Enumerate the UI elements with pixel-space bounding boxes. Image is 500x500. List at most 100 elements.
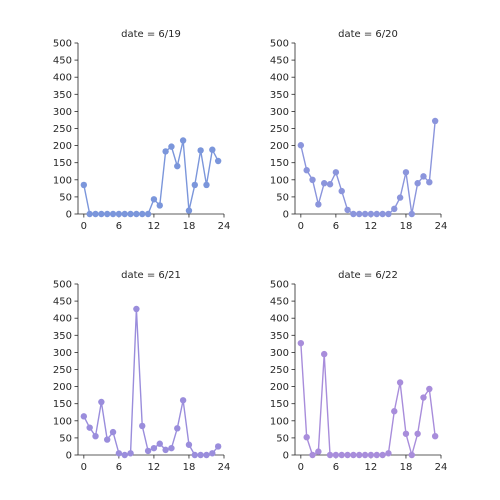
data-point: [174, 425, 181, 432]
data-point: [127, 450, 134, 457]
facet-panel: date = 6/19 0 50 100 150 200 250 300 350 400 450 50…: [53, 29, 230, 232]
data-point: [168, 143, 175, 150]
y-tick-label: 150: [53, 399, 72, 410]
data-point: [109, 210, 117, 218]
x-tick-label: 0: [298, 462, 304, 473]
y-tick-label: 450: [270, 56, 289, 67]
data-point: [396, 379, 404, 386]
data-point: [315, 201, 322, 208]
data-point: [156, 440, 163, 447]
data-point: [356, 210, 363, 218]
data-point: [303, 167, 310, 174]
x-tick-label: 18: [400, 221, 413, 232]
data-point: [150, 444, 158, 452]
facet-panel: date = 6/20 0 50 100 150 200 250 300 350 400 450 50…: [270, 29, 447, 232]
data-point: [191, 451, 198, 459]
data-point: [115, 450, 123, 457]
y-tick-label: 500: [270, 39, 289, 50]
x-tick-label: 6: [116, 221, 122, 232]
y-tick-label: 0: [66, 210, 72, 221]
data-point: [367, 210, 375, 218]
data-point: [315, 448, 322, 455]
y-tick-label: 350: [53, 90, 72, 101]
y-tick-label: 500: [270, 280, 289, 291]
data-point: [80, 413, 88, 420]
data-point: [321, 350, 328, 358]
data-point: [133, 210, 140, 218]
y-tick-label: 150: [53, 158, 72, 169]
data-point: [214, 443, 222, 450]
data-point: [191, 181, 198, 189]
y-tick-label: 200: [53, 141, 72, 152]
data-point: [214, 157, 222, 165]
panel-title: date = 6/20: [338, 29, 398, 40]
data-point: [92, 432, 99, 440]
data-point: [326, 451, 334, 459]
data-point: [426, 385, 433, 393]
panel-title: date = 6/19: [121, 29, 181, 40]
series-line: [300, 343, 436, 456]
y-tick-label: 0: [66, 451, 72, 462]
y-tick-label: 300: [53, 348, 72, 359]
data-point: [156, 202, 163, 209]
x-tick-label: 12: [148, 462, 161, 473]
data-point: [391, 205, 398, 213]
y-tick-label: 100: [53, 175, 72, 186]
x-tick-label: 18: [183, 462, 196, 473]
y-tick-label: 450: [53, 297, 72, 308]
data-point: [385, 210, 392, 218]
x-tick-label: 12: [365, 462, 378, 473]
data-point: [402, 430, 410, 437]
data-point: [332, 169, 340, 176]
data-point: [379, 210, 386, 218]
y-tick-label: 350: [270, 90, 289, 101]
y-tick-label: 400: [270, 73, 289, 84]
data-point: [356, 451, 363, 459]
data-point: [209, 146, 216, 153]
y-tick-label: 0: [283, 451, 289, 462]
data-point: [396, 194, 404, 201]
y-tick-label: 50: [276, 433, 289, 444]
data-point: [373, 451, 380, 459]
data-point: [408, 451, 415, 459]
x-tick-label: 0: [81, 462, 87, 473]
y-tick-label: 350: [53, 331, 72, 342]
y-tick-label: 200: [270, 382, 289, 393]
data-point: [420, 394, 427, 401]
data-point: [321, 180, 328, 187]
y-tick-label: 250: [53, 365, 72, 376]
facet-panel: date = 6/22 0 50 100 150 200 250 300 350 400 450 50…: [270, 270, 447, 473]
x-tick-label: 0: [298, 221, 304, 232]
y-tick-label: 100: [270, 416, 289, 427]
data-point: [104, 210, 111, 218]
y-tick-label: 50: [276, 192, 289, 203]
data-point: [109, 428, 117, 436]
series-line: [83, 308, 219, 456]
x-tick-label: 18: [183, 221, 196, 232]
data-point: [121, 451, 128, 459]
data-point: [98, 210, 105, 218]
data-point: [338, 451, 345, 459]
data-point: [121, 210, 128, 218]
data-point: [139, 422, 146, 430]
facet-panel: date = 6/21 0 50 100 150 200 250 300 350 400 450 50…: [53, 270, 230, 473]
y-tick-label: 400: [53, 73, 72, 84]
data-point: [431, 117, 439, 125]
data-point: [197, 147, 204, 154]
data-point: [414, 180, 421, 187]
data-point: [338, 187, 345, 195]
y-tick-label: 300: [53, 107, 72, 118]
data-point: [297, 142, 305, 149]
x-tick-label: 0: [81, 221, 87, 232]
data-point: [185, 207, 193, 214]
data-point: [350, 210, 357, 218]
data-point: [150, 196, 158, 203]
panel-title: date = 6/21: [121, 270, 181, 281]
x-tick-label: 6: [333, 462, 339, 473]
y-tick-label: 400: [270, 314, 289, 325]
x-tick-label: 12: [365, 221, 378, 232]
panel-title: date = 6/22: [338, 270, 398, 281]
y-tick-label: 250: [53, 124, 72, 135]
data-point: [408, 210, 415, 218]
